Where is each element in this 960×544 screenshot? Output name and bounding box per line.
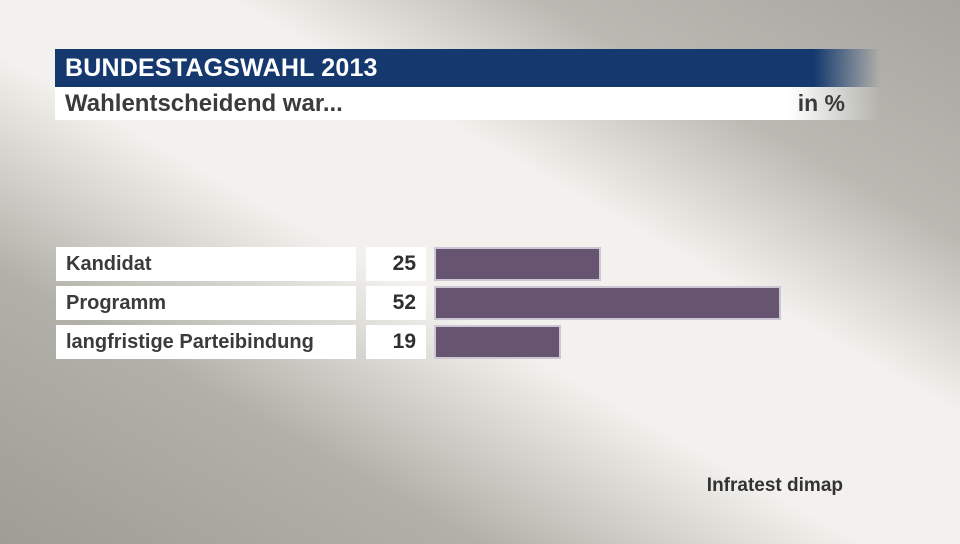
chart-row: langfristige Parteibindung 19 bbox=[0, 325, 960, 359]
category-label: Programm bbox=[66, 291, 167, 314]
value-box: 19 bbox=[366, 325, 426, 359]
category-label-box: langfristige Parteibindung bbox=[56, 325, 356, 359]
category-label: langfristige Parteibindung bbox=[66, 330, 314, 353]
chart-row: Programm 52 bbox=[0, 286, 960, 320]
value-label: 25 bbox=[392, 252, 416, 275]
data-bar bbox=[434, 325, 561, 359]
header-title-bar: BUNDESTAGSWAHL 2013 bbox=[55, 49, 880, 87]
chart-row: Kandidat 25 bbox=[0, 247, 960, 281]
header-subtitle-bar: Wahlentscheidend war... in % bbox=[55, 87, 880, 120]
data-bar bbox=[434, 286, 781, 320]
chart-question: Wahlentscheidend war... bbox=[65, 89, 343, 117]
value-label: 19 bbox=[392, 330, 416, 353]
source-credit: Infratest dimap bbox=[706, 475, 843, 496]
category-label-box: Kandidat bbox=[56, 247, 356, 281]
data-bar bbox=[434, 247, 601, 281]
value-box: 52 bbox=[366, 286, 426, 320]
category-label-box: Programm bbox=[56, 286, 356, 320]
unit-label: in % bbox=[797, 90, 845, 116]
value-box: 25 bbox=[366, 247, 426, 281]
page-title: BUNDESTAGSWAHL 2013 bbox=[65, 53, 378, 82]
category-label: Kandidat bbox=[66, 252, 152, 275]
value-label: 52 bbox=[392, 291, 416, 314]
